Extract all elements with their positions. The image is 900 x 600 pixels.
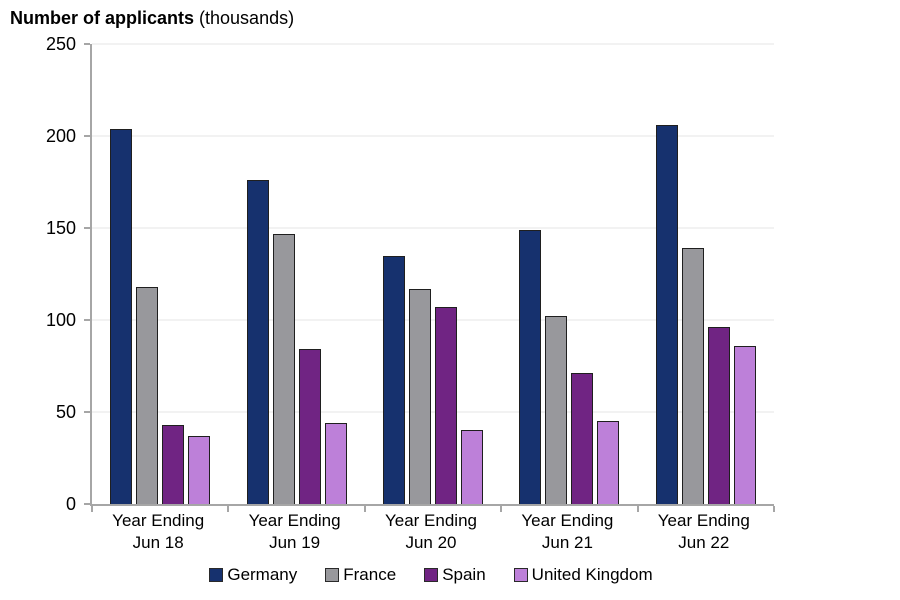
x-axis-label-line2: Jun 21 — [541, 533, 593, 552]
x-axis-tick-5 — [773, 506, 775, 512]
x-axis-label-line2: Jun 18 — [132, 533, 184, 552]
bar-spain-jun-22 — [707, 327, 730, 504]
legend-item-germany: Germany — [209, 565, 297, 585]
legend-swatch-united-kingdom — [513, 568, 528, 582]
bar-germany-jun-22 — [655, 124, 678, 504]
legend-label-spain: Spain — [442, 565, 486, 584]
gridline-200 — [92, 135, 774, 137]
bar-germany-jun-19 — [246, 180, 269, 504]
bar-germany-jun-21 — [519, 229, 542, 504]
bar-france-jun-22 — [681, 248, 704, 504]
bar-france-jun-21 — [545, 316, 568, 504]
x-axis-tick-4 — [636, 506, 639, 512]
bar-united-kingdom-jun-20 — [460, 430, 483, 504]
x-axis-label-jun-20: Year Ending Jun 20 — [361, 510, 501, 554]
gridline-250 — [92, 43, 774, 45]
x-axis-label-line2: Jun 22 — [678, 533, 730, 552]
x-axis-label-line1: Year Ending — [384, 511, 477, 530]
x-axis-label-line2: Jun 19 — [269, 533, 321, 552]
legend: Germany France Spain United Kingdom — [90, 565, 772, 585]
y-axis-tick-250 — [84, 43, 90, 45]
bar-germany-jun-20 — [382, 255, 405, 504]
x-axis-tick-0 — [91, 506, 93, 512]
legend-swatch-spain — [424, 568, 439, 582]
y-axis-tick-0 — [84, 503, 90, 505]
legend-item-united-kingdom: United Kingdom — [513, 565, 653, 585]
y-axis-label-100: 100 — [45, 310, 76, 330]
legend-item-france: France — [325, 565, 396, 585]
bar-group-year-ending-jun-18 — [92, 44, 228, 504]
bar-group-year-ending-jun-20 — [365, 44, 501, 504]
bar-united-kingdom-jun-18 — [188, 435, 211, 504]
chart-title: Number of applicants (thousands) — [10, 8, 294, 29]
legend-swatch-germany — [209, 568, 224, 582]
bar-group-year-ending-jun-21 — [501, 44, 637, 504]
y-axis-label-250: 250 — [45, 34, 76, 54]
x-axis-label-jun-18: Year Ending Jun 18 — [88, 510, 228, 554]
x-axis-label-line2: Jun 20 — [405, 533, 457, 552]
bar-group-year-ending-jun-19 — [228, 44, 364, 504]
bar-spain-jun-21 — [571, 373, 594, 504]
y-axis-label-50: 50 — [55, 402, 76, 422]
y-axis-label-200: 200 — [45, 126, 76, 146]
y-axis-label-0: 0 — [65, 494, 76, 514]
x-axis-label-line1: Year Ending — [112, 511, 205, 530]
bar-spain-jun-19 — [298, 349, 321, 504]
legend-label-france: France — [343, 565, 397, 584]
gridline-150 — [92, 227, 774, 229]
x-axis-tick-3 — [500, 506, 503, 512]
plot-area — [84, 43, 775, 512]
bar-germany-jun-18 — [110, 128, 133, 504]
x-axis-label-jun-19: Year Ending Jun 19 — [225, 510, 365, 554]
bar-united-kingdom-jun-19 — [324, 423, 347, 504]
bar-united-kingdom-jun-21 — [597, 421, 620, 504]
legend-label-germany: Germany — [227, 565, 298, 584]
x-axis-tick-2 — [363, 506, 366, 512]
bar-spain-jun-18 — [162, 424, 185, 504]
x-axis-label-line1: Year Ending — [521, 511, 614, 530]
chart-title-bold: Number of applicants — [10, 8, 195, 28]
bar-france-jun-19 — [272, 233, 295, 504]
gridline-50 — [92, 411, 774, 413]
bar-united-kingdom-jun-22 — [733, 345, 756, 504]
bar-spain-jun-20 — [434, 307, 457, 504]
legend-label-united-kingdom: United Kingdom — [531, 565, 653, 584]
y-axis-tick-150 — [84, 227, 90, 229]
x-axis-label-line1: Year Ending — [657, 511, 750, 530]
y-axis-label-150: 150 — [45, 218, 76, 238]
legend-item-spain: Spain — [424, 565, 486, 585]
bar-france-jun-20 — [408, 288, 431, 504]
bar-france-jun-18 — [136, 286, 159, 504]
chart-title-units: (thousands) — [194, 8, 295, 28]
x-axis-label-line1: Year Ending — [248, 511, 341, 530]
legend-swatch-france — [325, 568, 340, 582]
bar-group-year-ending-jun-22 — [638, 44, 774, 504]
gridline-100 — [92, 319, 774, 321]
y-axis-tick-100 — [84, 319, 90, 321]
x-axis-label-jun-21: Year Ending Jun 21 — [497, 510, 637, 554]
x-axis-label-jun-22: Year Ending Jun 22 — [634, 510, 774, 554]
y-axis-tick-200 — [84, 135, 90, 137]
x-axis-tick-1 — [227, 506, 230, 512]
y-axis-tick-50 — [84, 411, 90, 413]
